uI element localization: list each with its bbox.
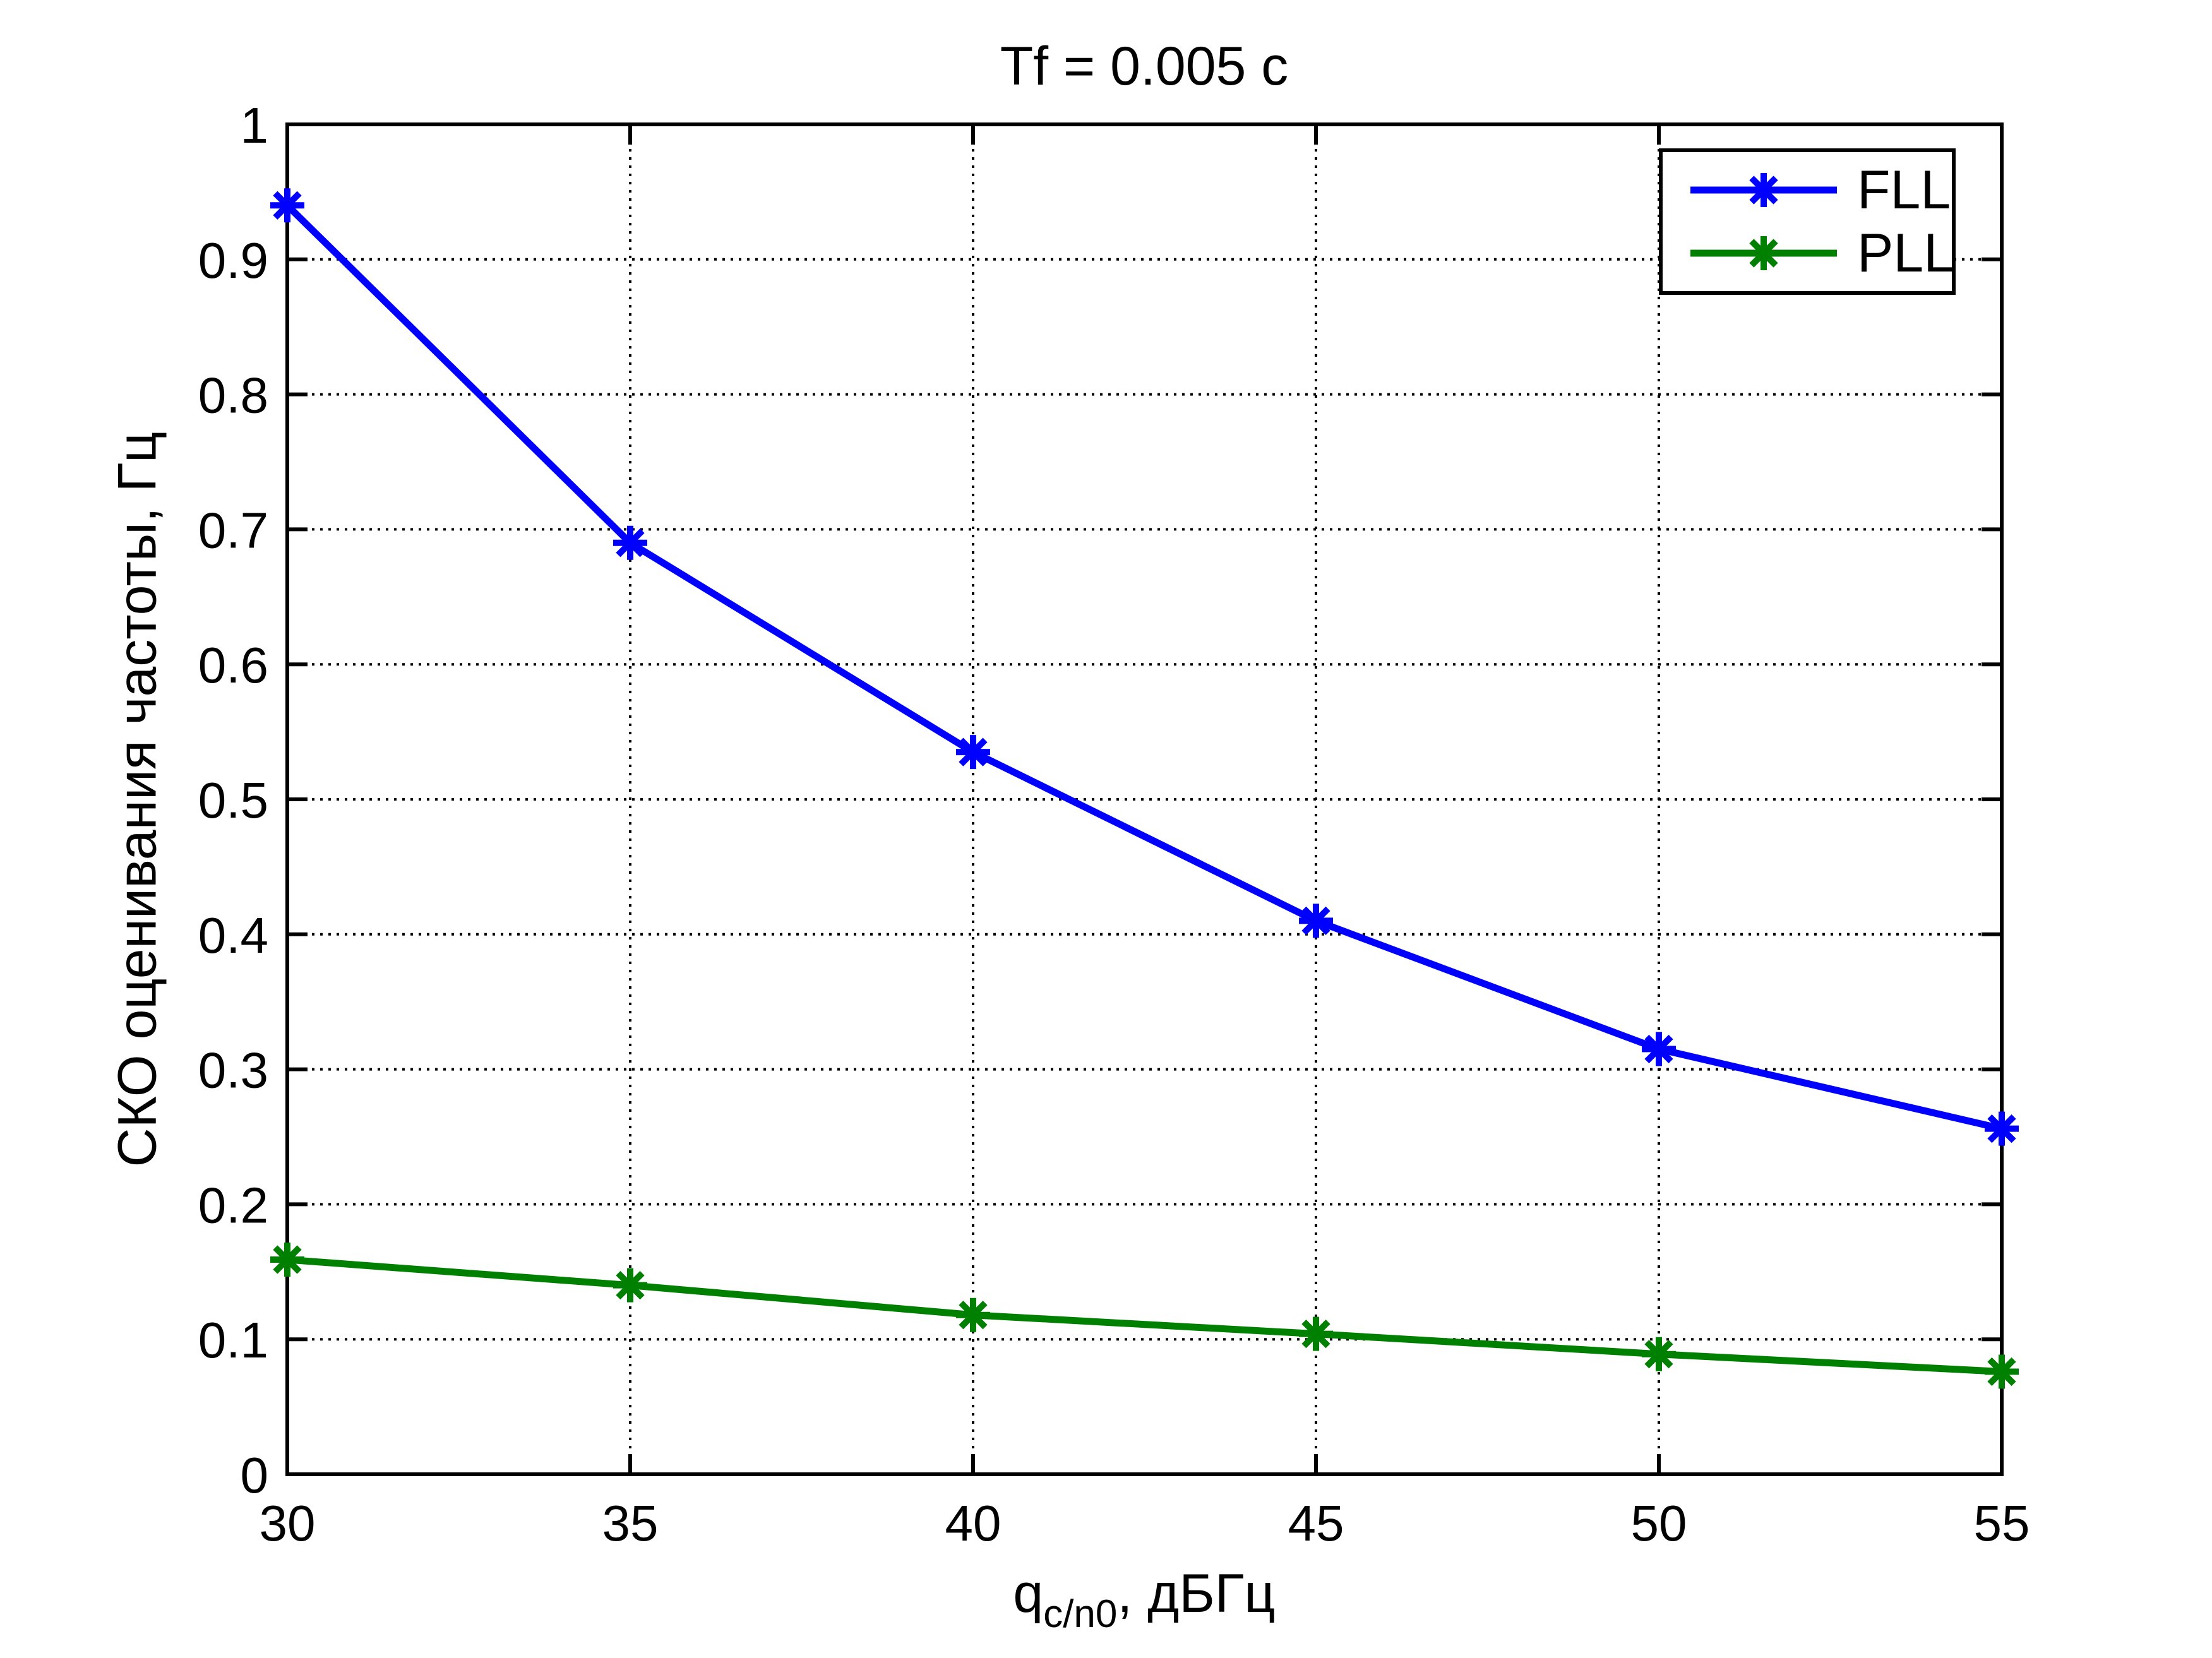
marker-asterisk [270,1243,304,1277]
x-axis-label-subscript: c/n0 [1043,1592,1118,1636]
x-tick-label: 35 [602,1495,659,1551]
y-tick-label: 0.8 [198,367,268,424]
marker-asterisk [613,1268,647,1303]
marker-asterisk [1299,1316,1333,1351]
y-tick-label: 0.6 [198,637,268,693]
y-tick-label: 0.2 [198,1177,268,1233]
y-tick-label: 0.1 [198,1312,268,1368]
y-tick-label: 0.4 [198,907,268,963]
y-tick-label: 0.9 [198,232,268,289]
y-axis-label: СКО оценивания частоты, Гц [107,431,168,1167]
x-tick-labels: 30 35 40 45 50 55 [260,1495,2030,1551]
y-tick-labels: 0 0.1 0.2 0.3 0.4 0.5 0.6 0.7 0.8 0.9 1 [198,97,268,1503]
x-axis-label-suffix: , дБГц [1117,1563,1276,1624]
marker-asterisk [1985,1354,2019,1389]
axes-box [285,122,2004,1476]
marker-asterisk [1642,1337,1676,1371]
x-tick-label: 40 [945,1495,1001,1551]
x-tick-label: 55 [1974,1495,2030,1551]
grid [287,124,2002,1474]
y-tick-label: 0.5 [198,772,268,828]
marker-asterisk [270,188,304,223]
y-tick-label: 0.7 [198,502,268,558]
series-fll [270,188,2019,1146]
marker-asterisk [1299,904,1333,938]
marker-asterisk [956,1297,990,1332]
y-tick-label: 0.3 [198,1042,268,1099]
legend-sample-fll [1690,173,1837,207]
axis-ticks [285,122,2004,1476]
x-axis-label-base: q [1013,1563,1044,1624]
legend-item-pll: PLL [1689,223,1954,283]
legend-label-fll: FLL [1857,160,1951,220]
chart-title: Tf = 0.005 с [1000,36,1289,97]
marker-asterisk [1985,1111,2019,1146]
legend-sample-pll [1690,236,1837,270]
x-tick-label: 50 [1631,1495,1687,1551]
x-tick-label: 30 [260,1495,316,1551]
series-pll [270,1243,2019,1389]
marker-asterisk [956,735,990,770]
y-tick-label: 1 [241,97,269,153]
marker-asterisk [613,525,647,560]
legend-label-pll: PLL [1857,223,1954,283]
legend: FLL PLL [1659,148,1956,295]
x-axis-label: qc/n0, дБГц [1013,1563,1276,1636]
legend-item-fll: FLL [1689,161,1952,219]
x-tick-label: 45 [1288,1495,1344,1551]
y-tick-label: 0 [241,1447,269,1503]
marker-asterisk [1642,1032,1676,1066]
